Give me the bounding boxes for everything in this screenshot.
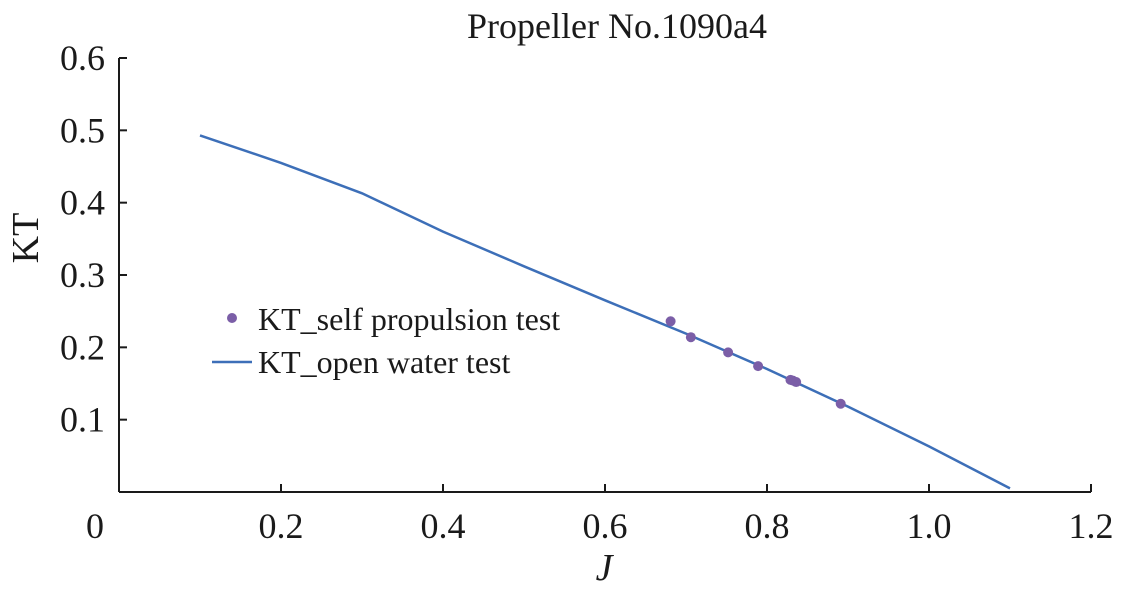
legend-label-open-water: KT_open water test — [258, 344, 510, 380]
x-tick-label: 1.2 — [1069, 506, 1114, 546]
x-tick-label: 0.2 — [259, 506, 304, 546]
ticks: 0 0.2 0.4 0.6 0.8 1.0 1.2 0.1 0.2 0.3 0.4 0.5 0.6 — [60, 38, 1114, 546]
axes — [118, 58, 1091, 493]
data-point-self-propulsion — [791, 377, 802, 388]
plot-area — [199, 134, 1011, 490]
x-tick-label: 0.8 — [745, 506, 790, 546]
x-tick-label: 0.4 — [421, 506, 466, 546]
data-point-self-propulsion — [753, 361, 764, 372]
data-point-self-propulsion — [835, 398, 846, 409]
series-line-open-water — [199, 134, 1011, 490]
legend-label-self-propulsion: KT_self propulsion test — [258, 301, 560, 337]
y-tick-label: 0.4 — [60, 183, 105, 223]
x-tick-label: 0.6 — [583, 506, 628, 546]
legend: KT_self propulsion test KT_open water te… — [212, 301, 560, 380]
x-tick-label: 1.0 — [907, 506, 952, 546]
data-point-self-propulsion — [685, 332, 696, 343]
y-tick-label: 0.2 — [60, 327, 105, 367]
y-tick-label: 0.1 — [60, 400, 105, 440]
y-axis-label: KT — [5, 213, 47, 264]
y-tick-label: 0.6 — [60, 38, 105, 78]
chart-title: Propeller No.1090a4 — [467, 6, 767, 46]
data-point-self-propulsion — [723, 347, 734, 358]
x-tick-label: 0 — [86, 506, 104, 546]
x-axis-label: J — [596, 547, 615, 589]
legend-marker-self-propulsion — [227, 313, 237, 323]
data-point-self-propulsion — [665, 316, 676, 327]
y-tick-label: 0.5 — [60, 110, 105, 150]
y-tick-label: 0.3 — [60, 255, 105, 295]
